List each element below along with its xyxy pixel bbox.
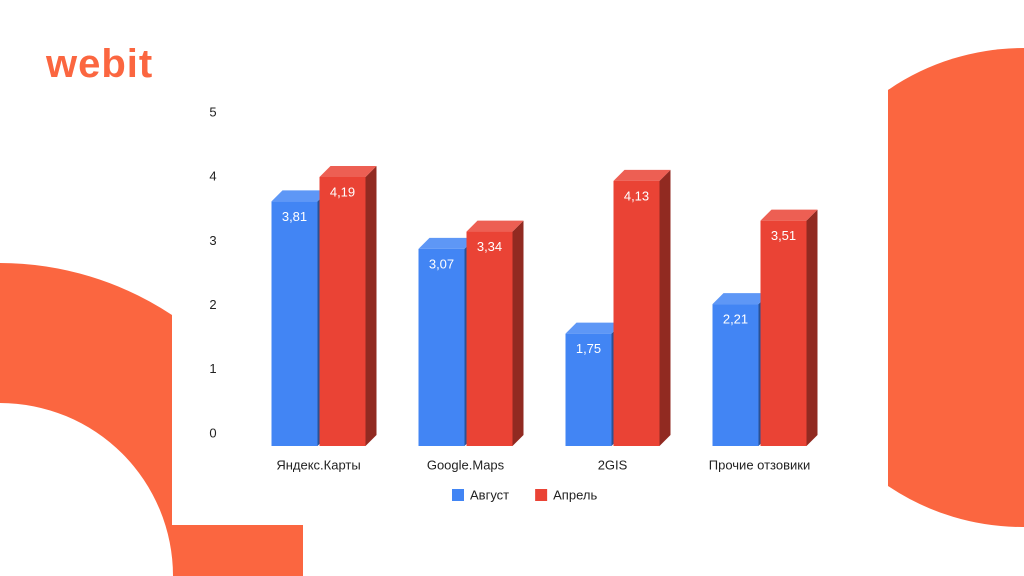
data-label: 3,34 xyxy=(477,239,502,254)
bar-side xyxy=(512,220,524,446)
bar xyxy=(466,231,513,446)
bar-top xyxy=(760,209,818,221)
bar-top xyxy=(466,220,524,232)
data-label: 3,51 xyxy=(771,228,796,243)
legend-label: Август xyxy=(470,487,509,502)
y-tick-label: 5 xyxy=(209,104,216,119)
bar-side xyxy=(365,166,377,446)
bar xyxy=(271,201,318,446)
bar-top xyxy=(613,169,671,181)
bar xyxy=(418,248,465,446)
data-label: 2,21 xyxy=(723,312,748,327)
logo: webit xyxy=(45,42,153,86)
data-label: 4,19 xyxy=(330,184,355,199)
decor-left xyxy=(0,263,303,576)
y-tick-label: 1 xyxy=(209,361,216,376)
bar-side xyxy=(806,209,818,446)
legend-label: Апрель xyxy=(553,487,597,502)
decor-right xyxy=(888,47,1024,528)
bar-side xyxy=(659,169,671,446)
bar-top xyxy=(418,237,476,249)
y-tick-label: 2 xyxy=(209,297,216,312)
bar-top xyxy=(319,166,377,178)
x-tick-label: 2GIS xyxy=(598,457,628,472)
legend-swatch xyxy=(452,489,464,501)
bar xyxy=(760,220,807,446)
bar-top xyxy=(565,322,623,334)
x-tick-label: Прочие отзовики xyxy=(709,457,810,472)
data-label: 1,75 xyxy=(576,341,601,356)
bar xyxy=(565,333,612,446)
bar xyxy=(613,180,660,446)
x-tick-label: Яндекс.Карты xyxy=(276,457,360,472)
legend-swatch xyxy=(535,489,548,501)
bar xyxy=(712,304,759,446)
data-label: 3,07 xyxy=(429,256,454,271)
bar-top xyxy=(712,293,770,305)
bar xyxy=(319,177,366,446)
x-tick-label: Google.Maps xyxy=(427,457,505,472)
y-tick-label: 4 xyxy=(209,169,216,184)
y-tick-label: 3 xyxy=(209,233,216,248)
data-label: 4,13 xyxy=(624,188,649,203)
y-tick-label: 0 xyxy=(209,425,216,440)
bar-top xyxy=(271,190,329,202)
data-label: 3,81 xyxy=(282,209,307,224)
